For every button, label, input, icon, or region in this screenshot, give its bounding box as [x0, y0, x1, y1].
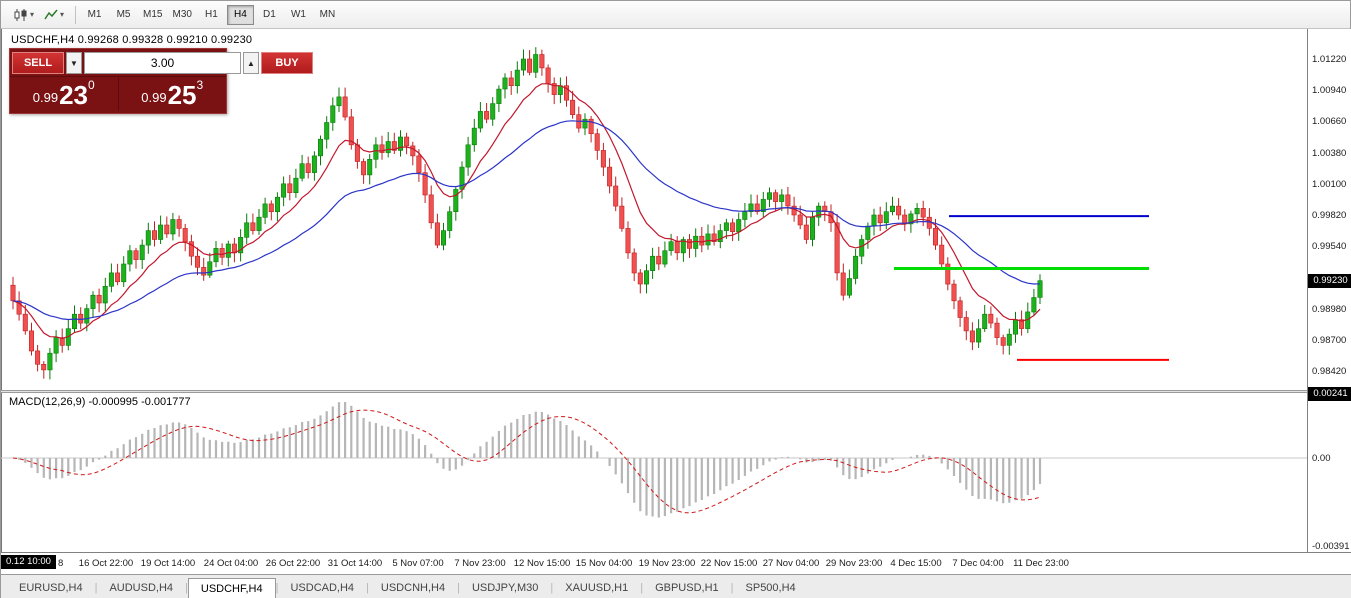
- time-axis-label: 15 Nov 04:00: [575, 558, 633, 569]
- symbol-info-line: USDCHF,H4 0.99268 0.99328 0.99210 0.9923…: [11, 34, 253, 46]
- volume-increase-button[interactable]: ▲: [243, 51, 259, 74]
- current-price-badge: 0.99230: [1308, 274, 1351, 288]
- time-axis-label: 11 Dec 23:00: [1013, 558, 1069, 569]
- timeframe-bar: M1 M5 M15 M30 H1 H4 D1 W1 MN: [80, 4, 342, 25]
- tab-usdchf-h4[interactable]: USDCHF,H4: [187, 578, 276, 598]
- price-axis-label: 1.00100: [1312, 179, 1347, 190]
- time-axis-label: 19 Oct 14:00: [140, 558, 196, 569]
- chart-type-button[interactable]: ▾: [9, 4, 38, 26]
- macd-top-badge: 0.00241: [1308, 387, 1351, 401]
- top-toolbar: ▾ ▾ M1 M5 M15 M30 H1 H4 D1 W1 MN: [1, 1, 1350, 29]
- chart-tabs: EURUSD,H4 | AUDUSD,H4 | USDCHF,H4 | USDCAD,H4 |…: [1, 574, 1351, 598]
- timeframe-h4[interactable]: H4: [226, 4, 254, 25]
- chart-area[interactable]: [1, 29, 1351, 574]
- time-axis-label: 29 Nov 23:00: [825, 558, 883, 569]
- sell-price-prefix: 0.99: [32, 90, 59, 105]
- time-axis-label: 5 Nov 07:00: [392, 558, 444, 569]
- timeframe-m30[interactable]: M30: [172, 8, 192, 20]
- tab-separator: |: [366, 582, 369, 594]
- time-axis-label: 31 Oct 14:00: [327, 558, 383, 569]
- tab-separator: |: [94, 582, 98, 594]
- time-axis-label: 16 Oct 22:00: [78, 558, 134, 569]
- time-axis-badge: 0.12 10:00: [1, 555, 56, 569]
- sell-price-display[interactable]: 0.99 23 0: [10, 77, 119, 111]
- time-axis-label: 26 Oct 22:00: [265, 558, 321, 569]
- timeframe-m1[interactable]: M1: [87, 8, 102, 20]
- volume-decrease-button[interactable]: ▼: [66, 51, 82, 74]
- ma-fast-line: [12, 83, 1041, 340]
- time-axis-label: 4 Dec 15:00: [890, 558, 942, 569]
- tab-usdjpy-m30[interactable]: USDJPY,M30: [471, 582, 539, 594]
- objects-button[interactable]: ▾: [39, 4, 68, 26]
- timeframe-mn[interactable]: MN: [319, 8, 336, 20]
- macd-histogram: [18, 402, 1042, 518]
- sell-price-big: 23: [59, 80, 89, 110]
- price-axis-label: 1.00940: [1312, 85, 1347, 96]
- buy-price-display[interactable]: 0.99 25 3: [119, 77, 227, 111]
- ma-slow-line: [12, 120, 1041, 321]
- price-axis-label: 1.01220: [1312, 54, 1347, 65]
- tab-xauusd-h1[interactable]: XAUUSD,H1: [565, 582, 629, 594]
- timeframe-d1[interactable]: D1: [263, 8, 276, 20]
- sell-price-sup: 0: [88, 78, 95, 92]
- one-click-trade-panel: SELL ▼ ▲ BUY 0.99 23 0 0.99 25 3: [9, 48, 313, 114]
- tab-separator: |: [185, 582, 188, 594]
- price-axis-label: 0.98420: [1312, 366, 1347, 377]
- tab-usdcad-h4[interactable]: USDCAD,H4: [290, 582, 355, 594]
- time-axis-label: 24 Oct 04:00: [203, 558, 259, 569]
- time-axis-label: 27 Nov 04:00: [762, 558, 820, 569]
- macd-pane[interactable]: [1, 393, 1307, 552]
- timeframe-m15[interactable]: M15: [143, 8, 163, 20]
- buy-price-prefix: 0.99: [141, 90, 167, 105]
- candle-bodies: [10, 54, 1043, 371]
- tab-separator: |: [640, 582, 644, 594]
- price-axis: 0.99230 0.00241 0.00 -0.00391 1.01220 1.0…: [1307, 29, 1351, 552]
- tab-separator: |: [275, 582, 279, 594]
- buy-price-sup: 3: [196, 78, 204, 92]
- timeframe-w1[interactable]: W1: [290, 8, 306, 20]
- tab-separator: |: [550, 582, 554, 594]
- macd-bottom-label: -0.00391: [1312, 541, 1350, 552]
- time-axis-label: 7 Nov 23:00: [454, 558, 506, 569]
- timeframe-m5[interactable]: M5: [116, 8, 131, 20]
- horizontal-level-lines[interactable]: [894, 215, 1169, 361]
- time-axis-label: 7 Dec 04:00: [952, 558, 1004, 569]
- tab-gbpusd-h1[interactable]: GBPUSD,H1: [655, 582, 719, 594]
- buy-button[interactable]: BUY: [261, 51, 313, 74]
- price-axis-label: 1.00660: [1312, 116, 1347, 127]
- volume-input[interactable]: [84, 51, 241, 74]
- macd-zero-label: 0.00: [1312, 453, 1331, 464]
- price-chart[interactable]: [1, 29, 1307, 390]
- chevron-down-icon: ▾: [60, 10, 65, 19]
- time-axis-partial-label: 8: [58, 558, 64, 569]
- tab-usdcnh-h4[interactable]: USDCNH,H4: [380, 582, 446, 594]
- price-axis-label: 0.99820: [1312, 210, 1347, 221]
- chevron-down-icon: ▾: [30, 10, 35, 19]
- price-axis-label: 0.98700: [1312, 335, 1347, 346]
- chart-type-icon: [14, 8, 27, 21]
- time-axis-label: 19 Nov 23:00: [638, 558, 696, 569]
- tab-separator: |: [730, 582, 734, 594]
- price-axis-label: 1.00380: [1312, 148, 1347, 159]
- timeframe-h1[interactable]: H1: [205, 8, 218, 20]
- pane-divider[interactable]: [1, 390, 1307, 393]
- time-axis: 0.12 10:00 8 16 Oct 22:00 19 Oct 14:00 24 …: [1, 552, 1351, 574]
- buy-price-big: 25: [167, 80, 197, 110]
- toolbar-separator: [75, 5, 77, 24]
- sell-button[interactable]: SELL: [12, 51, 64, 74]
- tab-eurusd-h4[interactable]: EURUSD,H4: [19, 582, 83, 594]
- tab-sp500-h4[interactable]: SP500,H4: [745, 582, 796, 594]
- price-axis-label: 0.99540: [1312, 241, 1347, 252]
- macd-info-line: MACD(12,26,9) -0.000995 -0.001777: [9, 396, 191, 408]
- time-axis-label: 12 Nov 15:00: [513, 558, 571, 569]
- time-axis-label: 22 Nov 15:00: [700, 558, 758, 569]
- objects-icon: [44, 9, 58, 19]
- tab-audusd-h4[interactable]: AUDUSD,H4: [109, 582, 174, 594]
- macd-signal-line: [12, 409, 1041, 514]
- tab-separator: |: [457, 582, 460, 594]
- price-axis-label: 0.98980: [1312, 304, 1347, 315]
